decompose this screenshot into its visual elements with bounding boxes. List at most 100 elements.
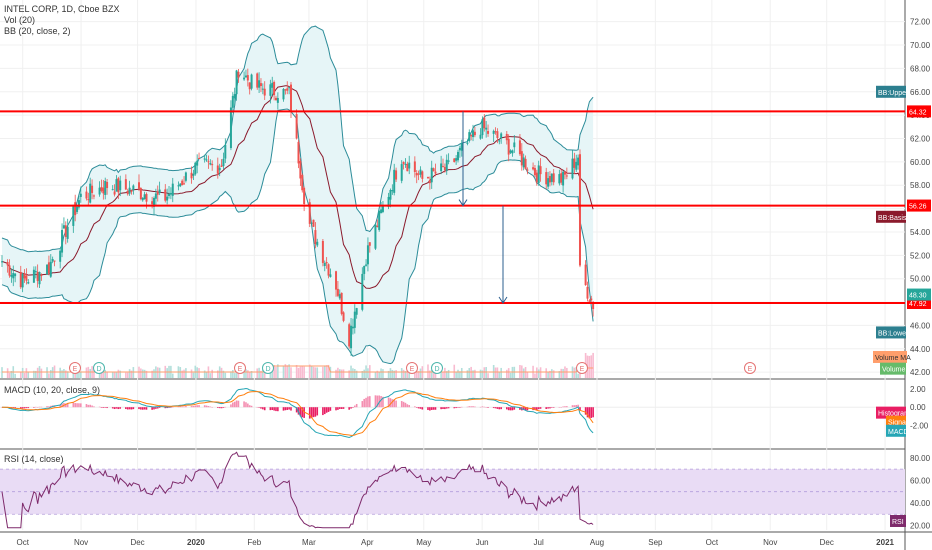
candle-body [117,178,120,193]
measure-arrowhead [498,296,508,304]
candle-body [286,88,289,91]
macd-histogram-bar [98,406,101,408]
macd-histogram-bar [487,407,489,408]
macd-histogram-bar [166,407,168,409]
candle-body [145,193,148,202]
candle-body [453,158,456,163]
macd-histogram-bar [250,405,253,408]
macd-tick-label: 2.00 [910,385,926,394]
macd-histogram-bar [245,402,247,408]
volume-bar [14,373,16,378]
volume-bar [247,370,249,378]
volume-bar [286,365,289,378]
volume-bar [337,367,339,378]
candle-body [592,302,595,310]
macd-histogram-bar [230,404,232,408]
volume-bar [33,370,35,378]
price-tick-label: 42.00 [910,368,931,377]
volume-bar [314,367,317,378]
candle-body [432,168,435,172]
candle-body [153,197,156,207]
candle-body [329,274,332,277]
volume-bar [36,367,39,378]
bollinger-legend: BB (20, close, 2) [4,26,71,36]
time-tick-label: Apr [361,538,374,547]
candle-body [243,77,246,80]
macd-histogram-bar [498,407,501,410]
macd-histogram-bar [140,407,142,410]
macd-histogram-bar [119,407,122,409]
candle-body [509,150,512,153]
volume-bar [196,367,198,378]
rsi-label: RSI [892,519,904,526]
event-marker-icon [93,362,105,374]
macd-histogram-bar [549,407,551,409]
candle-body [233,94,236,99]
candle-body [547,178,550,187]
candle-body [441,166,444,168]
macd-histogram-bar [492,407,495,409]
candle-body [494,131,497,133]
macd-histogram-bar [271,407,274,410]
candle-body [353,311,356,328]
candle-body [36,271,39,281]
candle-body [473,131,476,136]
volume-bar [27,372,30,378]
macd-histogram-bar [534,407,536,411]
macd-histogram-bar [592,407,594,418]
volume-bar [468,368,471,378]
time-tick-label: 2020 [187,538,205,547]
price-tick-label: 58.00 [910,181,931,190]
candle-body [14,273,17,277]
candle-body [196,160,199,166]
candle-body [443,166,446,171]
signal-line [1,391,594,436]
volume-bar [419,368,422,378]
candle-body [34,271,37,273]
macd-histogram-bar [192,406,195,408]
candle-body [169,192,172,195]
volume-bar [232,370,234,378]
macd-histogram-bar [190,406,193,408]
macd-histogram-bar [153,407,155,410]
macd-histogram-bar [414,406,416,408]
candle-body [577,157,580,166]
macd-histogram-bar [427,407,429,411]
macd-histogram-bar [338,407,341,409]
candle-body [261,88,264,90]
volume-bar [217,370,219,378]
time-tick-label: Nov [763,538,777,547]
bb-basis-label-bg [876,210,906,223]
candle-body [38,272,41,285]
volume-bar [325,365,328,378]
macd-histogram-bar [479,406,482,408]
macd-histogram-bar [558,407,561,408]
macd-histogram-bar [404,402,407,408]
candle-body [584,264,587,286]
candle-body [513,142,516,148]
candle-body [151,201,154,205]
candle-body [256,73,259,88]
macd-histogram-bar [282,407,285,411]
volume-bar [183,369,185,378]
macd-histogram-bar [237,400,240,408]
candle-body [325,262,328,264]
event-marker-icon [234,362,246,374]
volume-bar [185,368,187,378]
bb-upper-label-bg [876,85,906,98]
volume-bar [457,369,459,378]
volume-bar [89,368,91,378]
macd-histogram-bar [232,402,234,408]
candle-body [470,135,473,137]
volume-bar [352,368,354,378]
volume-bar [308,364,311,378]
candle-body [565,175,568,177]
volume-bar [171,373,174,378]
macd-histogram-bar [49,405,52,408]
macd-histogram-bar [143,407,146,410]
candle-body [258,80,261,88]
volume-bar [106,371,108,378]
candle-body [545,172,548,185]
candle-body [91,185,94,193]
